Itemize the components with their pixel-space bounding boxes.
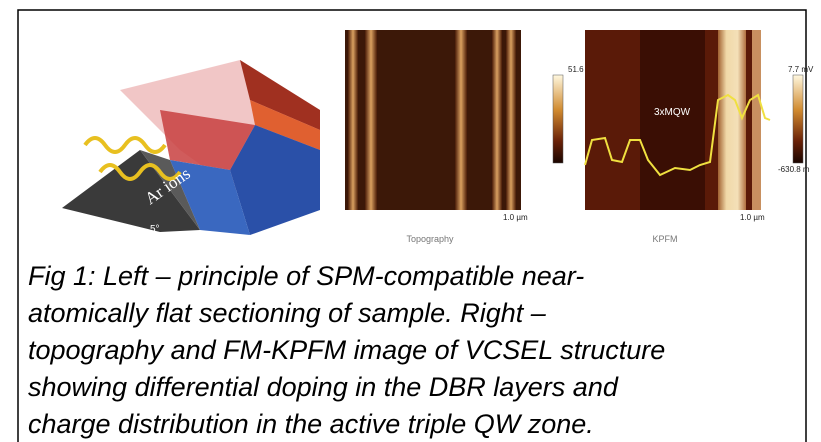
caption-line: showing differential doping in the DBR l… — [28, 372, 619, 402]
caption-line: charge distribution in the active triple… — [28, 409, 594, 439]
caption: Fig 1: Left – principle of SPM-compatibl… — [28, 261, 665, 439]
kpfm-image — [585, 30, 803, 212]
colorbar-min: -630.8 m — [778, 165, 810, 174]
angle-label: 5° — [150, 224, 160, 235]
caption-line: topography and FM-KPFM image of VCSEL st… — [28, 335, 665, 365]
figure: Ar ions 5° 51.6 nm 1.0 µm Topography 3xM… — [0, 0, 821, 442]
topography-image — [345, 30, 563, 212]
colorbar-max: 7.7 mV — [788, 65, 814, 74]
schematic: Ar ions 5° — [62, 60, 320, 235]
image-label: KPFM — [652, 234, 677, 244]
image-label: Topography — [406, 234, 454, 244]
caption-line: atomically flat sectioning of sample. Ri… — [28, 298, 547, 328]
scale-bar-label: 1.0 µm — [503, 213, 528, 222]
caption-line: Fig 1: Left – principle of SPM-compatibl… — [28, 261, 584, 291]
kpfm-annotation: 3xMQW — [654, 107, 691, 118]
scale-bar-label: 1.0 µm — [740, 213, 765, 222]
